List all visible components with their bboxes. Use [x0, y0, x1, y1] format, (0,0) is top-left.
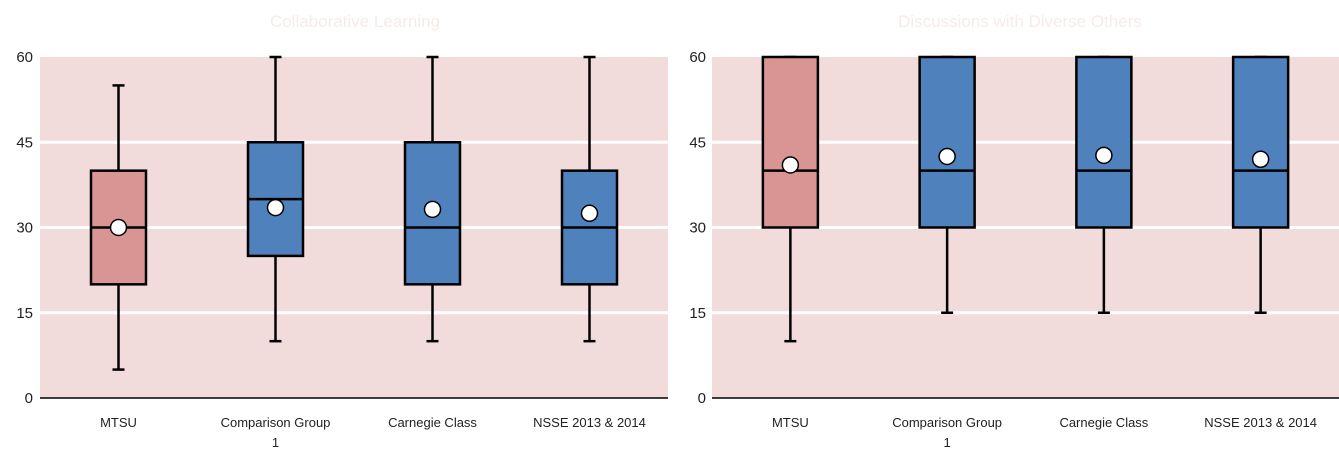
category-label: Carnegie Class — [388, 415, 477, 430]
box-comparison-group — [918, 55, 976, 314]
box-nsse-2013-2014 — [1231, 55, 1290, 314]
box-nsse-2013-2014 — [560, 55, 619, 343]
y-tick-label: 0 — [25, 390, 33, 407]
category-label: NSSE 2013 & 2014 — [1204, 415, 1317, 430]
chart-panel-2: Discussions with Diverse Others 0 15 30 45 60… — [689, 12, 1339, 450]
y-tick-label: 15 — [16, 305, 33, 322]
mean-marker — [938, 147, 956, 166]
iqr-box — [918, 55, 976, 229]
category-label: MTSU — [772, 415, 809, 430]
y-tick-label: 45 — [16, 134, 33, 151]
mean-marker — [423, 200, 442, 219]
category-label: Carnegie Class — [1059, 415, 1148, 430]
iqr-box — [1231, 55, 1290, 229]
box-carnegie-class — [1075, 55, 1133, 314]
box-mtsu — [89, 84, 148, 371]
y-tick-label: 60 — [16, 49, 33, 66]
chart-title: Discussions with Diverse Others — [898, 12, 1142, 31]
box-mtsu — [761, 55, 820, 343]
box-carnegie-class — [403, 55, 462, 343]
mean-marker — [266, 198, 285, 217]
y-tick-label: 30 — [16, 220, 33, 237]
box-comparison-group — [246, 55, 305, 343]
y-tick-label: 60 — [689, 49, 706, 66]
y-tick-label: 15 — [689, 305, 706, 322]
category-label: 1 — [944, 435, 951, 450]
category-label: Comparison Group — [221, 415, 331, 430]
mean-marker — [580, 204, 599, 223]
category-label: MTSU — [100, 415, 137, 430]
y-tick-label: 30 — [689, 220, 706, 237]
y-tick-label: 0 — [698, 390, 706, 407]
chart-panel-1: Collaborative Learning 0 15 30 45 60 MTSU Compa… — [16, 12, 668, 450]
category-label: Comparison Group — [892, 415, 1002, 430]
mean-marker — [1095, 146, 1113, 165]
iqr-box — [1075, 55, 1133, 229]
category-label: 1 — [272, 435, 279, 450]
y-tick-label: 45 — [689, 134, 706, 151]
mean-marker — [781, 156, 800, 174]
chart-title: Collaborative Learning — [270, 12, 440, 31]
iqr-box — [761, 55, 820, 229]
mean-marker — [109, 218, 128, 237]
mean-marker — [1251, 150, 1270, 169]
category-label: NSSE 2013 & 2014 — [533, 415, 646, 430]
